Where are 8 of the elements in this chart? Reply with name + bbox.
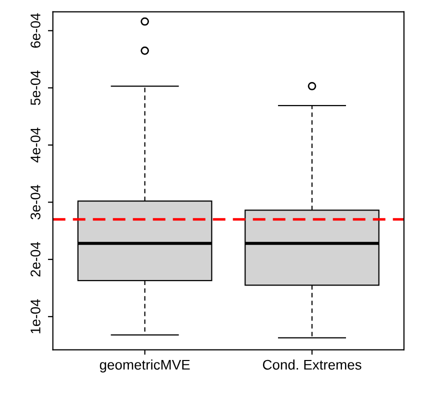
- y-tick-label: 1e-04: [30, 299, 40, 334]
- y-tick-label: 6e-04: [30, 13, 40, 48]
- x-tick-label: Cond. Extremes: [262, 359, 362, 370]
- x-tick-label: geometricMVE: [100, 359, 190, 372]
- y-tick-label: 5e-04: [30, 70, 40, 106]
- y-tick-label: 2e-04: [30, 242, 40, 276]
- y-tick-label: 3e-04: [30, 184, 40, 220]
- y-tick-label: 4e-04: [30, 128, 40, 162]
